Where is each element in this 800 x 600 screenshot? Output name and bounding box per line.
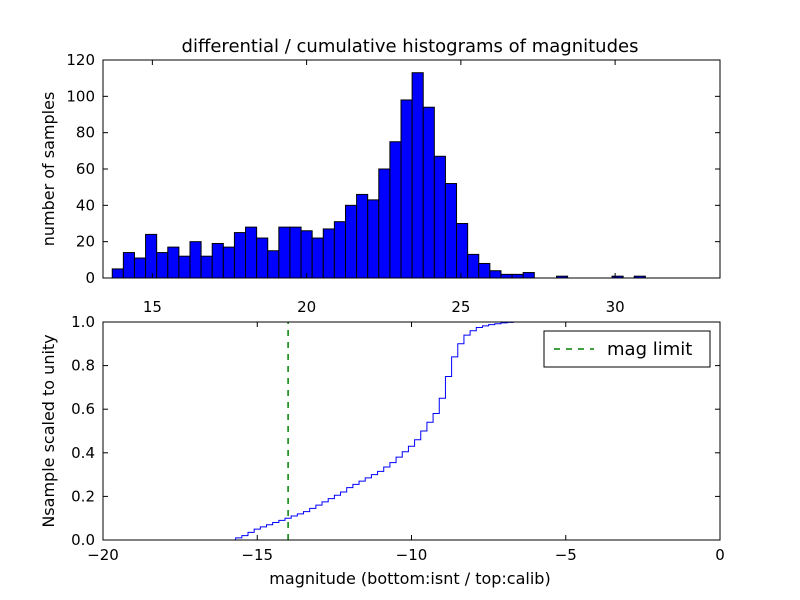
cumulative-ytick-label: 0.6 [71,400,95,418]
histogram-ytick-label: 60 [76,160,95,178]
histogram-bar [233,232,247,279]
histogram-bar [267,250,280,279]
cumulative-xlabel: magnitude (bottom:isnt / top:calib) [269,569,550,588]
histogram-frame [102,59,721,279]
histogram-bar [167,246,180,279]
histogram-bar [300,230,313,279]
histogram-bar [178,255,191,279]
histogram-bar [200,255,213,279]
histogram-ticks: 15 20 25 30 0 20 40 60 80 100 120 [66,51,720,316]
histogram-bar [389,141,402,279]
cumulative-ytick-label: 0.0 [71,531,95,549]
histogram-bar [378,168,391,279]
histogram-bar [500,273,513,279]
cumulative-ytick-label: 0.2 [71,487,95,505]
histogram-bar [489,270,502,279]
histogram-ytick-label: 0 [85,269,95,287]
legend: mag limit [543,330,711,368]
cumulative-xtick-label: −5 [555,546,577,564]
histogram-bar [433,155,446,279]
histogram-bar [522,272,535,279]
cumulative-xtick-label: 0 [715,546,725,564]
histogram-ytick-label: 120 [66,51,95,69]
histogram-bar [478,262,491,279]
histogram-bar [211,242,224,279]
histogram-bar [145,233,158,279]
histogram-bar [111,268,124,279]
histogram-bar [311,237,324,279]
cumulative-xtick-label: −15 [241,546,273,564]
histogram-xtick-label: 15 [143,298,162,316]
histogram-bar [133,257,147,279]
cumulative-ticks: −20 −15 −10 −5 0 0.0 0.2 0.4 0.6 0.8 1.0 [71,313,725,564]
histogram-bar [322,228,335,279]
histogram-ytick-label: 40 [76,196,95,214]
histogram-bar [256,237,269,279]
cumulative-frame [102,321,721,541]
top-chart-title: differential / cumulative histograms of … [182,36,639,57]
histogram-xtick-label: 30 [606,298,625,316]
histogram-bar [411,72,424,279]
histogram-bar [189,241,202,279]
histogram-bar [333,221,346,279]
cumulative-xtick-label: −10 [396,546,428,564]
histogram-bar [156,252,169,279]
histogram-bar [122,252,135,279]
histogram-bar [444,183,458,279]
histogram-panel: 15 20 25 30 0 20 40 60 80 100 120 number of sample… [39,51,721,316]
cumulative-ytick-label: 0.8 [71,357,95,375]
histogram-bar [278,226,291,279]
histogram-ytick-label: 80 [76,124,95,142]
legend-label: mag limit [607,339,692,360]
histogram-bar [467,253,480,279]
histogram-bar [356,193,369,279]
histogram-bar [289,226,302,279]
histogram-bar [400,99,413,279]
cumulative-panel: −20 −15 −10 −5 0 0.0 0.2 0.4 0.6 0.8 1.0 Nsample s… [39,313,725,588]
cumulative-lines [103,321,721,541]
histogram-bar [367,199,380,279]
histogram-bar [344,204,358,279]
histogram-bar [422,106,435,279]
cumulative-ytick-label: 1.0 [71,313,95,331]
cumulative-step-line [103,321,721,541]
cumulative-xtick-label: −20 [87,546,119,564]
histogram-ylabel: number of samples [39,92,58,247]
histogram-ytick-label: 20 [76,233,95,251]
histogram-ytick-label: 100 [66,87,95,105]
histogram-xtick-label: 20 [297,298,316,316]
cumulative-ylabel: Nsample scaled to unity [39,334,58,527]
histogram-bar [245,226,258,279]
histogram-bar [511,273,524,279]
histogram-bar [222,246,235,279]
histogram-bar [456,223,469,279]
cumulative-ytick-label: 0.4 [71,444,95,462]
histogram-xtick-label: 25 [451,298,470,316]
